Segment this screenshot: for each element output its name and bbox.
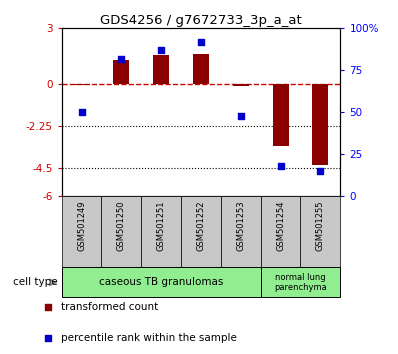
- Bar: [273, 84, 289, 146]
- Bar: [312, 84, 328, 165]
- Bar: [221, 196, 261, 267]
- Text: transformed count: transformed count: [61, 302, 158, 312]
- Text: caseous TB granulomas: caseous TB granulomas: [99, 277, 223, 287]
- Point: [198, 39, 204, 45]
- Text: GSM501255: GSM501255: [316, 200, 325, 251]
- Bar: [300, 196, 340, 267]
- Bar: [153, 56, 169, 84]
- Text: GSM501252: GSM501252: [197, 200, 205, 251]
- Bar: [261, 267, 340, 297]
- Bar: [62, 196, 101, 267]
- Title: GDS4256 / g7672733_3p_a_at: GDS4256 / g7672733_3p_a_at: [100, 14, 302, 27]
- Bar: [141, 196, 181, 267]
- Point: [45, 304, 51, 309]
- Bar: [233, 84, 249, 86]
- Point: [158, 47, 164, 53]
- Point: [317, 169, 324, 174]
- Text: GSM501253: GSM501253: [236, 200, 245, 251]
- Text: normal lung
parenchyma: normal lung parenchyma: [274, 273, 327, 292]
- Bar: [193, 53, 209, 84]
- Text: GSM501251: GSM501251: [157, 200, 166, 251]
- Bar: [261, 196, 300, 267]
- Text: GSM501249: GSM501249: [77, 200, 86, 251]
- Point: [118, 56, 125, 62]
- Text: percentile rank within the sample: percentile rank within the sample: [61, 333, 237, 343]
- Point: [78, 110, 85, 115]
- Text: GSM501254: GSM501254: [276, 200, 285, 251]
- Text: GSM501250: GSM501250: [117, 200, 126, 251]
- Text: cell type: cell type: [13, 277, 58, 287]
- Point: [45, 335, 51, 341]
- Bar: [62, 267, 261, 297]
- Point: [238, 113, 244, 119]
- Bar: [74, 84, 90, 85]
- Bar: [181, 196, 221, 267]
- Bar: [101, 196, 141, 267]
- Bar: [113, 60, 129, 84]
- Point: [277, 164, 284, 169]
